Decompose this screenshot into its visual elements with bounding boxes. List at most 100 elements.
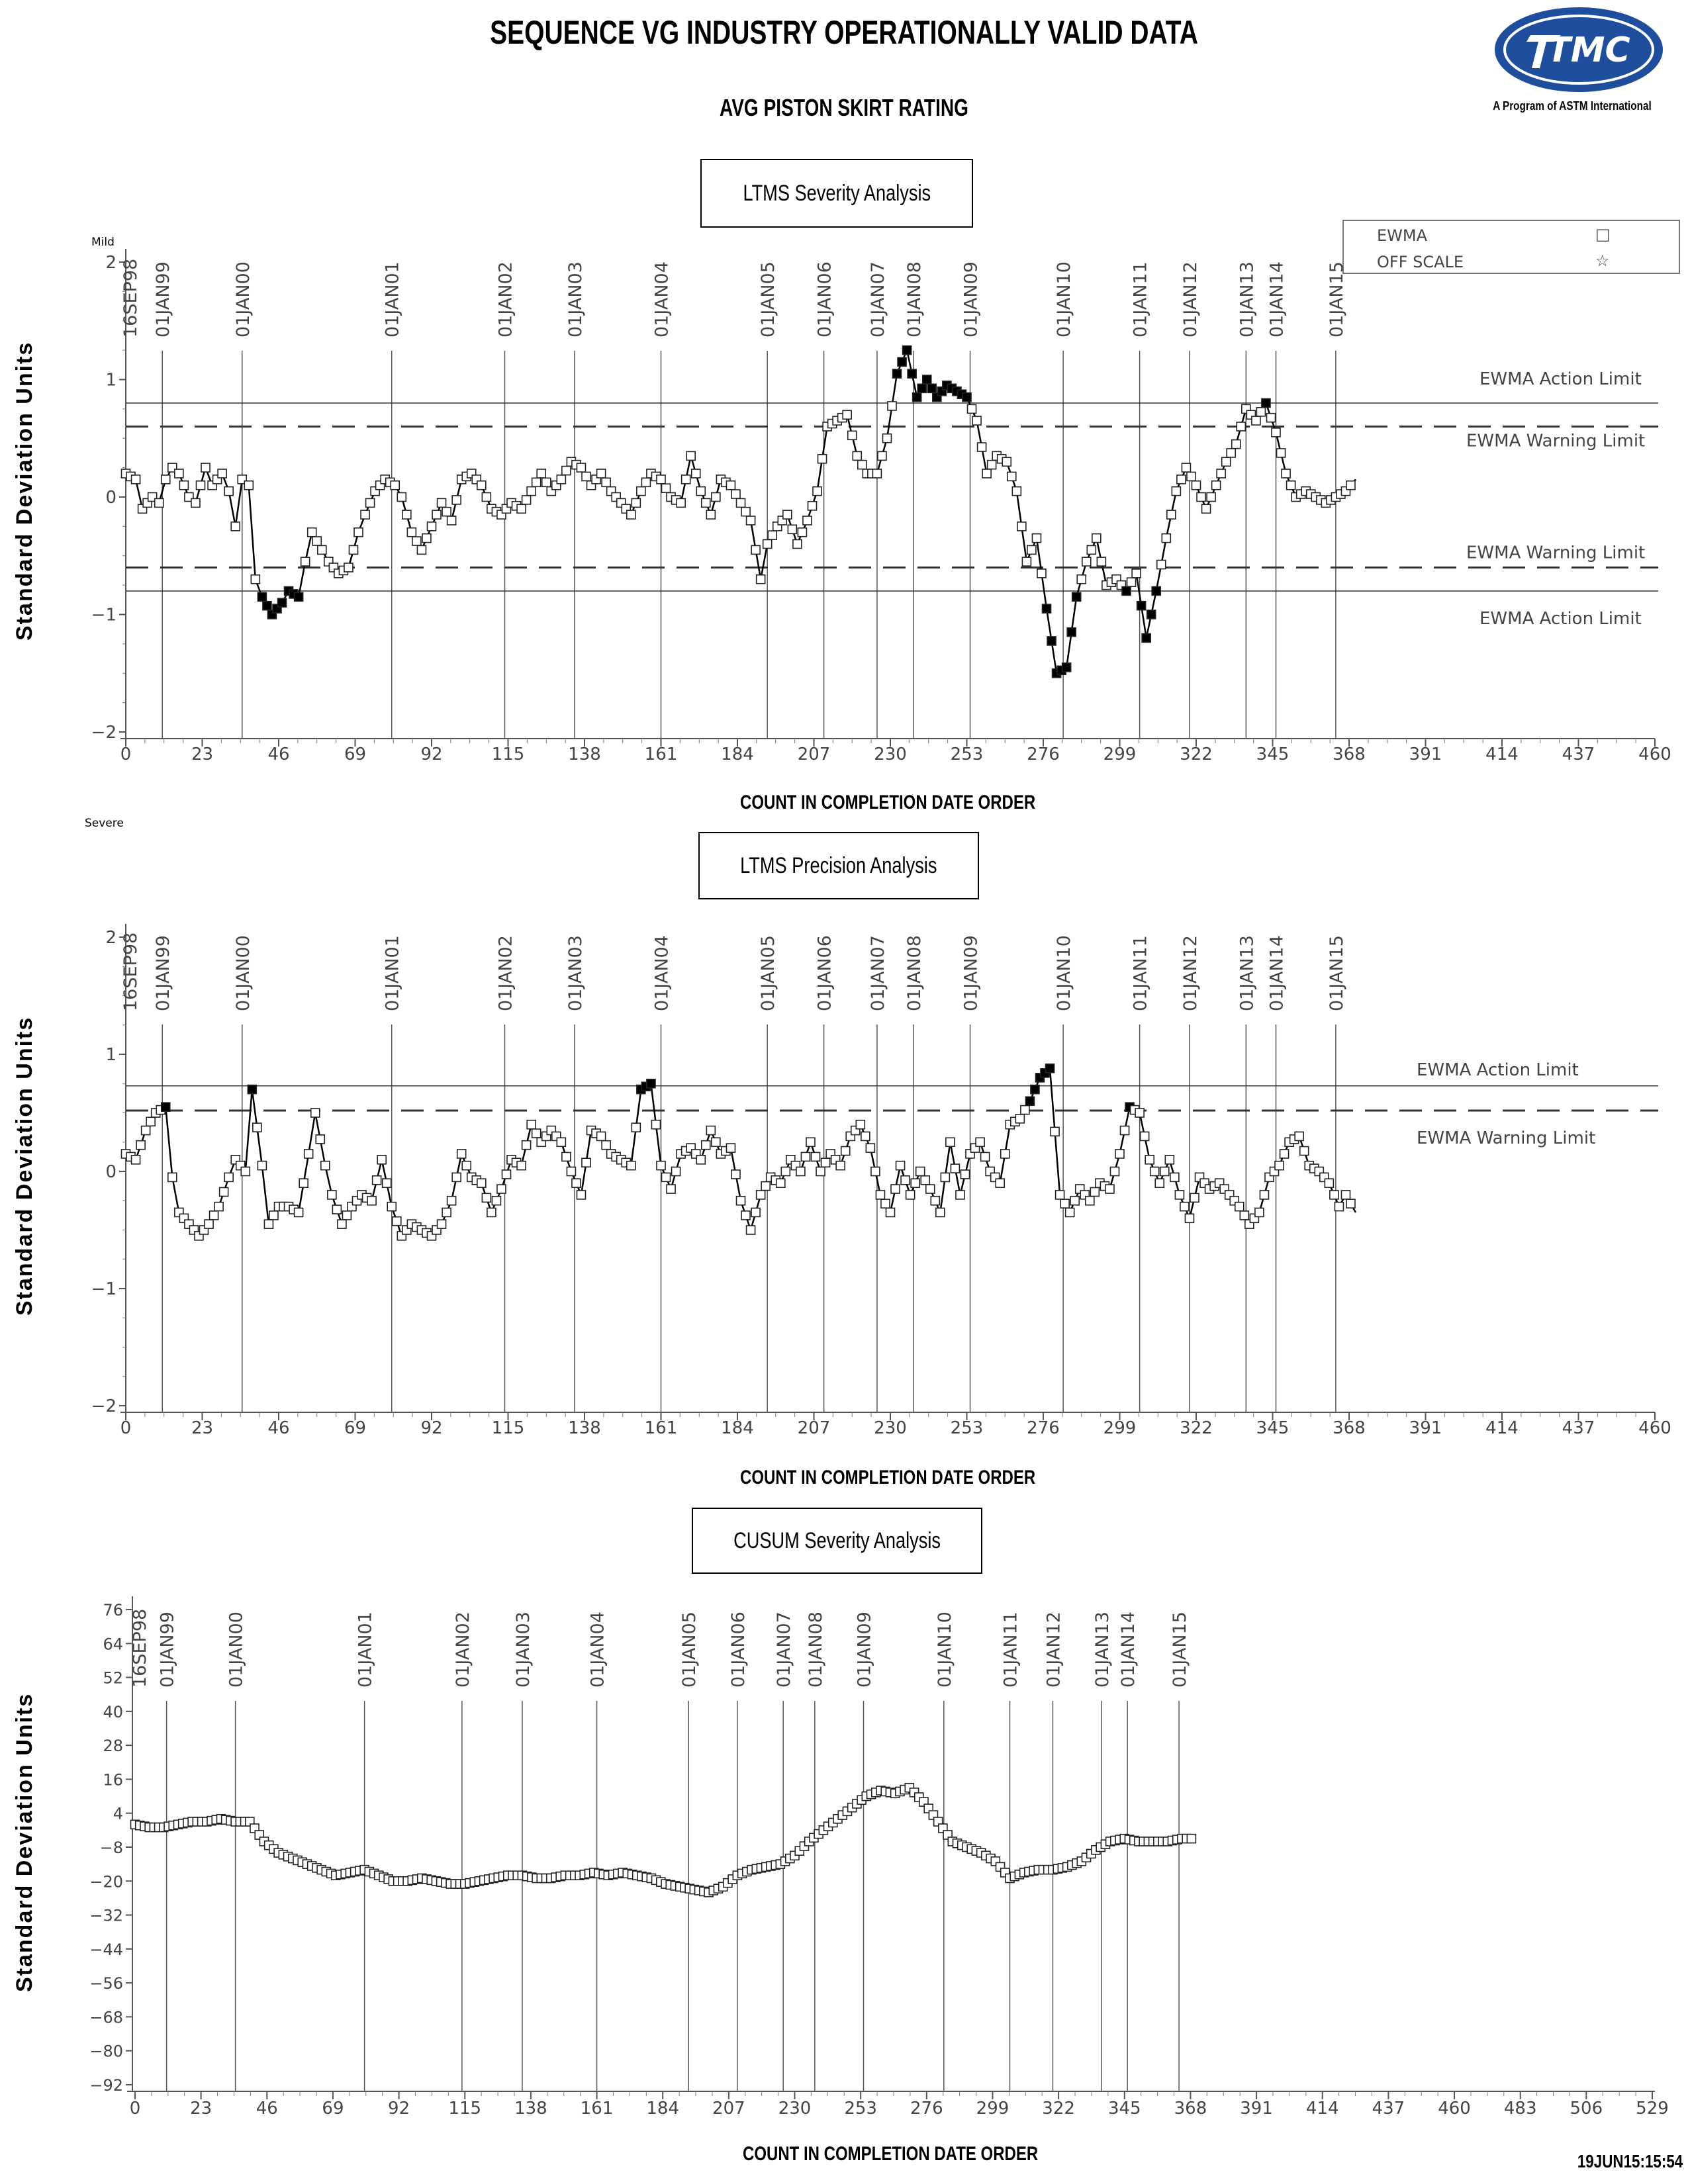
data-point [456, 1149, 467, 1159]
data-point [767, 530, 778, 540]
data-point [416, 545, 427, 555]
y-tick-label: 4 [113, 1805, 123, 1823]
x-tick-label: 322 [1180, 1418, 1213, 1438]
data-point [861, 1131, 870, 1142]
data-point [576, 1190, 586, 1200]
x-tick-label: 437 [1562, 745, 1595, 764]
data-point [676, 498, 686, 508]
data-point [217, 469, 227, 478]
data-point [521, 495, 532, 505]
data-point [921, 375, 932, 385]
data-point [1164, 1155, 1175, 1165]
data-point [875, 1190, 886, 1200]
data-point [332, 1205, 342, 1214]
data-point [1092, 533, 1102, 543]
x-tick-label: 184 [721, 1418, 754, 1438]
data-point [775, 1178, 786, 1188]
data-point [751, 545, 761, 555]
data-point [1271, 428, 1281, 437]
date-marker-label: 01JAN06 [815, 261, 835, 338]
data-point [130, 1155, 141, 1165]
y-tick-label: 0 [105, 488, 117, 508]
x-tick-label: 207 [798, 1418, 831, 1438]
data-point [300, 557, 310, 567]
data-point [1274, 1160, 1284, 1171]
data-point [1231, 439, 1241, 449]
data-point [1071, 592, 1082, 602]
x-tick-label: 138 [514, 2099, 547, 2118]
x-tick-label: 368 [1333, 1418, 1366, 1438]
data-point [541, 477, 551, 488]
data-point [731, 1169, 741, 1179]
x-tick-label: 46 [267, 1418, 289, 1438]
data-point [1261, 398, 1271, 408]
date-marker-label: 01JAN01 [355, 1612, 376, 1688]
date-marker-label: 01JAN02 [495, 935, 516, 1011]
data-point [576, 463, 586, 473]
data-point [250, 574, 261, 584]
x-tick-label: 115 [448, 2099, 481, 2118]
data-point [800, 1152, 811, 1162]
data-point [745, 516, 756, 525]
data-point [516, 504, 526, 514]
data-point [812, 486, 822, 496]
date-marker-label: 01JAN07 [774, 1612, 794, 1688]
x-tick-label: 230 [874, 745, 907, 764]
data-point [481, 492, 492, 502]
data-point [731, 489, 741, 499]
data-point [802, 516, 812, 525]
data-point [360, 510, 370, 520]
data-point [762, 539, 773, 549]
data-point [986, 459, 997, 470]
legend: EWMA □ OFF SCALE ☆ [1342, 220, 1680, 274]
x-tick-label: 23 [191, 1418, 213, 1438]
data-point [696, 486, 706, 496]
data-point [1115, 1149, 1125, 1159]
date-marker-label: 01JAN02 [453, 1612, 473, 1688]
data-point [277, 598, 287, 608]
data-point [945, 1137, 955, 1148]
x-tick-label: 391 [1409, 1418, 1442, 1438]
data-point [204, 1219, 214, 1229]
data-point [1276, 448, 1286, 458]
data-point [1256, 407, 1266, 417]
data-point [209, 1210, 219, 1220]
data-point [1216, 469, 1226, 478]
data-point [432, 510, 442, 520]
precision-x-axis-title: COUNT IN COMPLETION DATE ORDER [740, 1467, 1036, 1488]
data-point [263, 1219, 274, 1229]
x-tick-label: 138 [568, 745, 601, 764]
data-point [1027, 545, 1037, 555]
data-point [1170, 1172, 1180, 1183]
data-point [436, 1219, 447, 1229]
data-point [526, 486, 536, 496]
data-point [1011, 486, 1022, 496]
data-point [1239, 1210, 1250, 1220]
data-point [1041, 604, 1052, 614]
data-point [700, 1140, 711, 1150]
data-point [377, 1155, 387, 1165]
data-point [902, 345, 912, 355]
x-tick-label: 322 [1042, 2099, 1075, 2118]
x-tick-label: 437 [1562, 1418, 1595, 1438]
data-point [1221, 457, 1231, 467]
date-marker-label: 01JAN10 [1054, 261, 1074, 338]
data-point [636, 486, 646, 496]
data-point [1166, 510, 1176, 520]
x-tick-label: 46 [256, 2099, 278, 2118]
data-point [817, 454, 827, 464]
date-marker-label: 01JAN99 [153, 935, 173, 1011]
data-point [391, 1216, 402, 1226]
y-tick-label: 0 [105, 1162, 117, 1182]
data-point [806, 1137, 816, 1148]
x-tick-label: 276 [1027, 1418, 1060, 1438]
data-point [1076, 574, 1087, 584]
data-point [706, 510, 716, 520]
data-point [1030, 1084, 1040, 1095]
data-point [641, 477, 651, 488]
data-point [907, 369, 917, 379]
date-marker-label: 01JAN14 [1267, 935, 1288, 1011]
data-point [501, 1169, 512, 1179]
data-point [865, 1143, 876, 1153]
